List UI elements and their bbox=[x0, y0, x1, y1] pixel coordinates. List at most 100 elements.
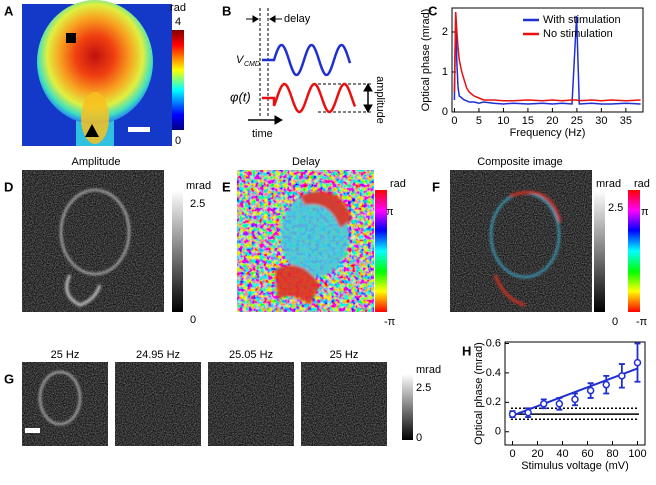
x-tick-label: 40 bbox=[556, 448, 568, 460]
cell-outline bbox=[39, 371, 81, 425]
x-tick-label: 35 bbox=[620, 115, 632, 127]
image-region bbox=[81, 92, 109, 144]
x-tick-label: 30 bbox=[595, 115, 607, 127]
y-axis-label: Optical phase (mrad) bbox=[420, 9, 432, 112]
panel-letter: B bbox=[222, 3, 231, 18]
image-noise bbox=[208, 362, 294, 446]
colorbar-unit: rad bbox=[390, 178, 406, 190]
colorbar-max: π bbox=[641, 206, 649, 218]
x-tick-label: 10 bbox=[497, 115, 509, 127]
colorbar bbox=[594, 190, 605, 312]
y-axis-label: Optical phase (mrad) bbox=[473, 342, 485, 445]
colorbar-min: -π bbox=[636, 316, 648, 328]
panel-letter: D bbox=[4, 179, 13, 194]
scale-bar bbox=[25, 428, 40, 433]
colorbar bbox=[402, 374, 413, 440]
data-point bbox=[555, 400, 564, 408]
colorbar bbox=[628, 190, 640, 312]
image-title: 24.95 Hz bbox=[136, 349, 180, 361]
panel-letter: E bbox=[222, 179, 231, 194]
colorbar-max: 4 bbox=[175, 16, 181, 28]
x-axis-label: Stimulus voltage (mV) bbox=[521, 460, 629, 472]
series-line bbox=[453, 11, 641, 105]
colorbar-min: -π bbox=[384, 316, 396, 328]
image-noise bbox=[22, 362, 108, 446]
image-title: 25.05 Hz bbox=[229, 349, 273, 361]
x-tick-label: 25 bbox=[571, 115, 583, 127]
plot-frame bbox=[451, 7, 644, 113]
time-label: time bbox=[252, 128, 273, 140]
image-title: Amplitude bbox=[72, 156, 121, 168]
x-axis-label: Frequency (Hz) bbox=[510, 127, 586, 139]
y-tick-label: 0.2 bbox=[486, 396, 501, 408]
colorbar bbox=[172, 30, 184, 130]
x-tick-label: 20 bbox=[546, 115, 558, 127]
vcmd-wave bbox=[262, 43, 352, 77]
colorbar bbox=[375, 190, 387, 312]
y-tick-label: 0 bbox=[495, 426, 501, 438]
delay-label: delay bbox=[284, 13, 311, 25]
phi-label: φ(t) bbox=[230, 89, 251, 104]
image-row: 25 Hz 24.95 Hz 25.05 Hz 25 Hz bbox=[22, 349, 387, 446]
y-tick-label: 0.6 bbox=[486, 337, 501, 349]
legend-label: With stimulation bbox=[543, 14, 621, 26]
image-title: Delay bbox=[292, 156, 321, 168]
panel-letter: A bbox=[4, 3, 14, 18]
x-tick-label: 0 bbox=[451, 115, 457, 127]
colorbar-unit: mrad bbox=[186, 180, 211, 192]
colorbar-unit: rad bbox=[634, 178, 650, 190]
data-point bbox=[633, 358, 642, 367]
image-region bbox=[37, 0, 153, 124]
colorbar-unit: rad bbox=[170, 2, 186, 14]
vcmd-subscript: CMD bbox=[244, 61, 260, 68]
image-noise bbox=[450, 170, 592, 312]
colorbar-min: 0 bbox=[612, 316, 618, 328]
plot-frame bbox=[504, 341, 646, 446]
y-tick-label: 1 bbox=[442, 66, 448, 78]
cell-phase bbox=[275, 191, 352, 305]
image-noise bbox=[301, 362, 387, 446]
x-tick-label: 5 bbox=[476, 115, 482, 127]
cell-outline bbox=[490, 190, 562, 307]
image-noise bbox=[22, 170, 164, 312]
legend-label: No stimulation bbox=[543, 28, 613, 40]
x-tick-label: 100 bbox=[628, 448, 646, 460]
schematic bbox=[246, 8, 373, 125]
data-point bbox=[586, 386, 595, 395]
data-point bbox=[618, 372, 626, 380]
image-title: 25 Hz bbox=[330, 349, 359, 361]
x-tick-label: 20 bbox=[531, 448, 543, 460]
series-line bbox=[453, 11, 641, 102]
colorbar-min: 0 bbox=[175, 135, 181, 147]
colorbar-min: 0 bbox=[190, 314, 196, 326]
fit-line bbox=[512, 367, 638, 417]
colorbar-unit: mrad bbox=[416, 364, 441, 376]
image-noise bbox=[115, 362, 201, 446]
x-tick-label: 60 bbox=[581, 448, 593, 460]
x-tick-label: 15 bbox=[522, 115, 534, 127]
panel-letter: H bbox=[462, 343, 471, 358]
marker bbox=[66, 33, 76, 43]
colorbar-max: 2.5 bbox=[608, 202, 623, 214]
data-point bbox=[508, 410, 517, 418]
y-tick-label: 0.4 bbox=[486, 367, 501, 379]
amplitude-label: amplitude bbox=[374, 76, 386, 124]
colorbar-max: 2.5 bbox=[416, 382, 431, 394]
marker bbox=[85, 124, 99, 137]
cell-outline bbox=[60, 189, 130, 307]
colorbar bbox=[172, 190, 183, 312]
image-title: 25 Hz bbox=[51, 349, 80, 361]
data-point bbox=[524, 408, 532, 417]
colorbar-min: 0 bbox=[416, 432, 422, 444]
y-tick-label: 2 bbox=[442, 26, 448, 38]
data-point bbox=[540, 400, 548, 408]
y-tick-label: 0 bbox=[442, 106, 448, 118]
x-tick-label: 80 bbox=[606, 448, 618, 460]
colorbar-unit: mrad bbox=[596, 178, 621, 190]
panel-letter: C bbox=[428, 3, 438, 18]
scale-bar bbox=[128, 127, 150, 132]
data-point bbox=[602, 380, 610, 389]
vcmd-label: V bbox=[236, 54, 245, 66]
colorbar-max: 2.5 bbox=[190, 198, 205, 210]
